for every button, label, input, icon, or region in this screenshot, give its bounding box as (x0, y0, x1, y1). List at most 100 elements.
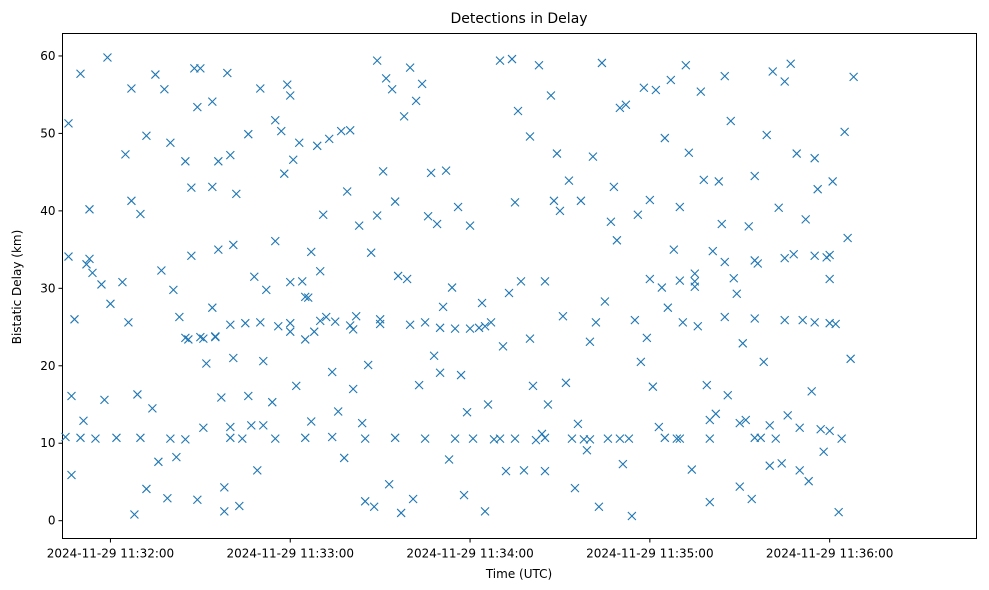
data-point-stroke (195, 63, 205, 73)
data-point-stroke (525, 334, 535, 344)
data-point (88, 268, 97, 278)
data-point-stroke (192, 102, 202, 112)
data-point-stroke (97, 280, 106, 289)
data-point-stroke (225, 320, 235, 330)
data-point (127, 84, 136, 93)
data-point-stroke (180, 333, 190, 343)
data-point-stroke (774, 203, 784, 213)
data-point (759, 357, 769, 367)
data-point (705, 497, 715, 507)
data-point-stroke (267, 397, 277, 407)
y-tick-label: 60 (40, 49, 55, 63)
data-point (570, 483, 580, 493)
data-point (810, 153, 820, 163)
data-point (270, 115, 280, 125)
data-point-stroke (615, 434, 625, 443)
data-point (321, 312, 331, 322)
data-point (432, 219, 442, 229)
data-point-stroke (843, 233, 853, 243)
data-point (375, 319, 385, 329)
data-point (768, 67, 778, 76)
data-point (585, 337, 595, 347)
data-point (411, 96, 421, 106)
y-tick-label: 30 (40, 281, 55, 295)
data-point-stroke (327, 367, 337, 377)
data-point (780, 77, 790, 86)
data-point-stroke (588, 152, 598, 162)
data-point (840, 127, 850, 137)
data-point (228, 240, 238, 250)
data-point-stroke (747, 494, 757, 504)
data-point-stroke (303, 293, 313, 303)
data-point (435, 323, 445, 333)
data-point (783, 410, 793, 420)
data-point (285, 277, 295, 287)
data-point (186, 251, 196, 261)
data-point (648, 382, 658, 392)
data-point (504, 288, 514, 298)
x-axis-label: Time (UTC) (485, 567, 552, 581)
data-point (213, 245, 223, 254)
data-point-stroke (360, 496, 370, 506)
data-point (159, 84, 169, 94)
data-point (85, 204, 94, 214)
data-point-stroke (783, 410, 793, 420)
x-tick-label: 2024-11-29 11:35:00 (586, 547, 713, 561)
data-point (528, 381, 538, 391)
data-point-stroke (288, 155, 298, 165)
data-point (420, 318, 430, 327)
data-point (67, 470, 76, 480)
data-point-stroke (744, 221, 754, 231)
data-point-stroke (372, 211, 382, 220)
data-point-stroke (825, 274, 835, 284)
data-point-stroke (240, 318, 250, 328)
data-point (702, 380, 712, 390)
data-point-stroke (480, 507, 490, 516)
data-point-stroke (435, 323, 445, 333)
data-point (636, 357, 646, 367)
data-point (118, 277, 127, 287)
data-point (720, 312, 730, 322)
data-point (612, 235, 622, 245)
data-point (151, 70, 160, 79)
data-point (717, 219, 727, 229)
data-point-stroke (306, 247, 316, 257)
data-point-stroke (468, 434, 478, 443)
data-point (228, 353, 238, 363)
data-point (735, 418, 745, 428)
data-point-stroke (780, 315, 790, 325)
data-point (195, 332, 205, 342)
data-point (765, 461, 775, 471)
data-point-stroke (291, 381, 301, 391)
data-point-stroke (510, 197, 520, 207)
data-point (249, 272, 259, 282)
data-point (255, 84, 265, 93)
data-point (684, 148, 694, 158)
data-point-stroke (453, 202, 463, 212)
data-point (816, 424, 826, 434)
data-point-stroke (255, 84, 265, 93)
data-point-stroke (681, 60, 691, 70)
data-point-stroke (390, 197, 400, 206)
data-point (121, 149, 130, 159)
data-point (315, 316, 325, 326)
data-point-stroke (600, 297, 610, 306)
data-point-stroke (810, 251, 820, 261)
data-point-stroke (162, 493, 172, 503)
data-point-stroke (261, 285, 271, 295)
data-point-stroke (750, 256, 760, 265)
data-point (723, 390, 733, 400)
data-point (91, 434, 100, 443)
data-point-stroke (513, 106, 523, 116)
data-point (744, 221, 754, 231)
data-point-stroke (474, 323, 484, 333)
data-point (690, 269, 700, 278)
data-point (309, 327, 319, 337)
data-point (537, 429, 547, 439)
data-point (795, 423, 805, 433)
data-point-stroke (624, 434, 634, 443)
data-point-stroke (732, 289, 742, 299)
data-point-stroke (213, 245, 223, 254)
data-point (423, 211, 433, 221)
data-point (549, 196, 559, 206)
